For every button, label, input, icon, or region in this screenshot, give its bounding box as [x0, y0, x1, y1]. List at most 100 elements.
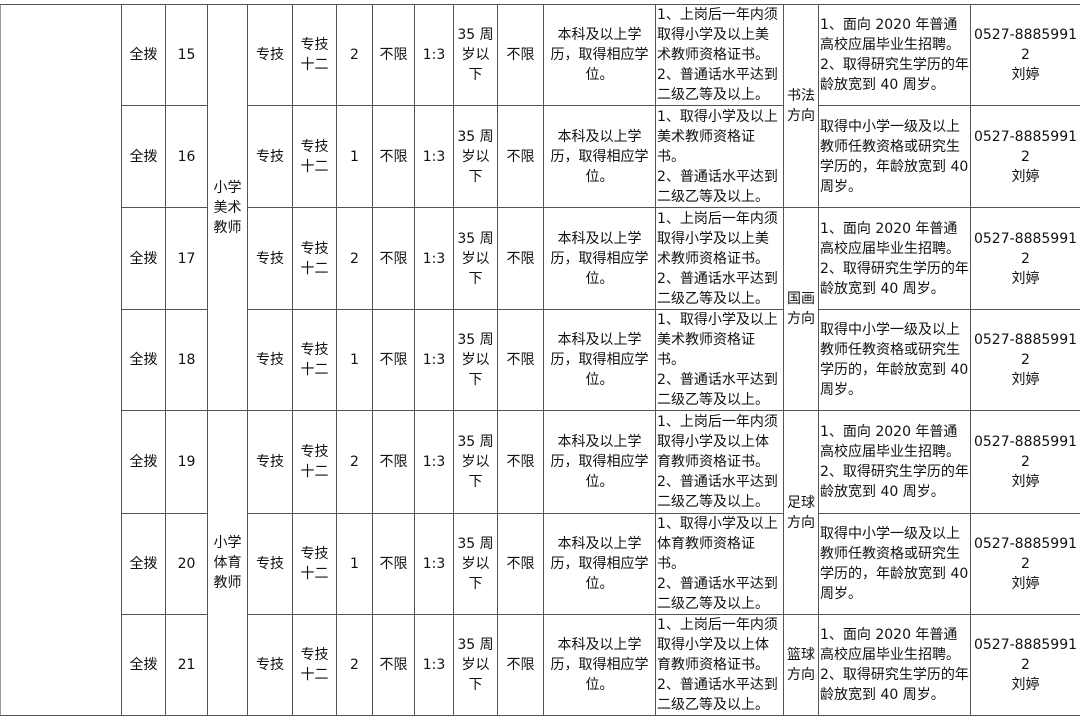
- age-cell: 35 周 岁以 下: [453, 4, 498, 106]
- table-row: 全拨 15 小学 美术 教师 专技 专技 十二 2 不限 1:3 35 周 岁以 下不限 本科及以…: [0, 4, 1080, 716]
- other-requirement-cell: 不限: [497, 4, 544, 106]
- table-row: 全拨 18 专技 专技 十二 1 不限 1:3 35 周 岁以 下不限 本科及以上学历，取得相应…: [1, 309, 1080, 411]
- conditions-cell: 1、上岗后一年内须取得小学及以上美术教师资格证书。 2、普通话水平达到二级乙等及…: [655, 207, 784, 310]
- age-cell: 35 周 岁以 下: [453, 410, 498, 514]
- blank-unit-cell: [0, 4, 122, 716]
- position-name-cell: 小学 美术 教师: [207, 4, 248, 411]
- notes-cell: 取得中小学一级及以上教师任教资格或研究生学历的，年龄放宽到 40 周岁。: [818, 105, 971, 208]
- notes-cell: 取得中小学一级及以上教师任教资格或研究生学历的，年龄放宽到 40 周岁。: [818, 309, 971, 411]
- exam-ratio-cell: 1:3: [414, 513, 454, 615]
- position-number-cell: 17: [165, 207, 208, 310]
- direction-cell: 足球 方向: [783, 410, 819, 615]
- direction-cell: 篮球 方向: [783, 614, 819, 716]
- education-cell: 本科及以上学历，取得相应学位。: [543, 309, 656, 411]
- direction-cell: 国画 方向: [783, 207, 819, 411]
- major-cell: 不限: [372, 614, 415, 716]
- funding-type-cell: 全拨: [121, 105, 166, 208]
- other-requirement-cell: 不限: [497, 513, 544, 615]
- funding-type-cell: 全拨: [121, 309, 166, 411]
- position-grade-cell: 专技 十二: [292, 105, 337, 208]
- other-requirement-cell: 不限: [497, 410, 544, 514]
- hiring-count-cell: 2: [336, 207, 373, 310]
- position-category-cell: 专技: [247, 309, 293, 411]
- contact-cell: 0527-88859912 刘婷: [970, 309, 1080, 411]
- funding-type-cell: 全拨: [121, 4, 166, 106]
- position-name-cell: 小学 体育 教师: [207, 410, 248, 716]
- position-category-cell: 专技: [247, 513, 293, 615]
- major-cell: 不限: [372, 309, 415, 411]
- position-category-cell: 专技: [247, 4, 293, 106]
- position-grade-cell: 专技 十二: [292, 410, 337, 514]
- contact-cell: 0527-88859912 刘婷: [970, 410, 1080, 514]
- table-row: 全拨 19 小学 体育 教师 专技 专技 十二 2 不限 1:3 35 周 岁以 下不限 本科及以…: [1, 410, 1080, 716]
- other-requirement-cell: 不限: [497, 105, 544, 208]
- other-requirement-cell: 不限: [497, 614, 544, 716]
- position-grade-cell: 专技 十二: [292, 4, 337, 106]
- major-cell: 不限: [372, 410, 415, 514]
- conditions-cell: 1、上岗后一年内须取得小学及以上体育教师资格证书。 2、普通话水平达到二级乙等及…: [655, 410, 784, 514]
- other-requirement-cell: 不限: [497, 309, 544, 411]
- position-category-cell: 专技: [247, 105, 293, 208]
- direction-cell: 书法 方向: [783, 4, 819, 208]
- major-cell: 不限: [372, 105, 415, 208]
- table-row: 全拨 20 专技 专技 十二 1 不限 1:3 35 周 岁以 下不限 本科及以上学历，取得相应…: [1, 513, 1080, 615]
- position-category-cell: 专技: [247, 207, 293, 310]
- major-cell: 不限: [372, 207, 415, 310]
- education-cell: 本科及以上学历，取得相应学位。: [543, 105, 656, 208]
- major-cell: 不限: [372, 4, 415, 106]
- notes-cell: 1、面向 2020 年普通高校应届毕业生招聘。 2、取得研究生学历的年龄放宽到 …: [818, 614, 971, 716]
- hiring-count-cell: 1: [336, 309, 373, 411]
- conditions-cell: 1、取得小学及以上体育教师资格证书。 2、普通话水平达到二级乙等及以上。: [655, 513, 784, 615]
- notes-cell: 1、面向 2020 年普通高校应届毕业生招聘。 2、取得研究生学历的年龄放宽到 …: [818, 410, 971, 514]
- position-grade-cell: 专技 十二: [292, 614, 337, 716]
- contact-cell: 0527-88859912 刘婷: [970, 4, 1080, 106]
- hiring-count-cell: 2: [336, 614, 373, 716]
- hiring-count-cell: 2: [336, 410, 373, 514]
- age-cell: 35 周 岁以 下: [453, 513, 498, 615]
- notes-cell: 取得中小学一级及以上教师任教资格或研究生学历的，年龄放宽到 40 周岁。: [818, 513, 971, 615]
- hiring-count-cell: 1: [336, 105, 373, 208]
- position-number-cell: 19: [165, 410, 208, 514]
- position-number-cell: 16: [165, 105, 208, 208]
- position-number-cell: 20: [165, 513, 208, 615]
- hiring-count-cell: 1: [336, 513, 373, 615]
- conditions-cell: 1、上岗后一年内须取得小学及以上体育教师资格证书。 2、普通话水平达到二级乙等及…: [655, 614, 784, 716]
- position-grade-cell: 专技 十二: [292, 513, 337, 615]
- age-cell: 35 周 岁以 下: [453, 309, 498, 411]
- exam-ratio-cell: 1:3: [414, 410, 454, 514]
- position-grade-cell: 专技 十二: [292, 207, 337, 310]
- conditions-cell: 1、取得小学及以上美术教师资格证书。 2、普通话水平达到二级乙等及以上。: [655, 309, 784, 411]
- education-cell: 本科及以上学历，取得相应学位。: [543, 513, 656, 615]
- age-cell: 35 周 岁以 下: [453, 614, 498, 716]
- education-cell: 本科及以上学历，取得相应学位。: [543, 410, 656, 514]
- contact-cell: 0527-88859912 刘婷: [970, 513, 1080, 615]
- position-number-cell: 21: [165, 614, 208, 716]
- conditions-cell: 1、上岗后一年内须取得小学及以上美术教师资格证书。 2、普通话水平达到二级乙等及…: [655, 4, 784, 106]
- exam-ratio-cell: 1:3: [414, 4, 454, 106]
- recruitment-table: 全拨 15 小学 美术 教师 专技 专技 十二 2 不限 1:3 35 周 岁以 下不限 本科及以…: [0, 4, 1080, 716]
- contact-cell: 0527-88859912 刘婷: [970, 614, 1080, 716]
- funding-type-cell: 全拨: [121, 614, 166, 716]
- education-cell: 本科及以上学历，取得相应学位。: [543, 614, 656, 716]
- notes-cell: 1、面向 2020 年普通高校应届毕业生招聘。 2、取得研究生学历的年龄放宽到 …: [818, 207, 971, 310]
- hiring-count-cell: 2: [336, 4, 373, 106]
- major-cell: 不限: [372, 513, 415, 615]
- position-category-cell: 专技: [247, 410, 293, 514]
- education-cell: 本科及以上学历，取得相应学位。: [543, 4, 656, 106]
- education-cell: 本科及以上学历，取得相应学位。: [543, 207, 656, 310]
- exam-ratio-cell: 1:3: [414, 207, 454, 310]
- contact-cell: 0527-88859912 刘婷: [970, 105, 1080, 208]
- exam-ratio-cell: 1:3: [414, 105, 454, 208]
- position-number-cell: 18: [165, 309, 208, 411]
- table-row: 全拨 16 专技 专技 十二 1 不限 1:3 35 周 岁以 下不限 本科及以上学历，取得相应…: [1, 105, 1080, 208]
- notes-cell: 1、面向 2020 年普通高校应届毕业生招聘。 2、取得研究生学历的年龄放宽到 …: [818, 4, 971, 106]
- table-row: 全拨 21 专技 专技 十二 2 不限 1:3 35 周 岁以 下不限 本科及以上学历，取得相应…: [1, 614, 1080, 716]
- age-cell: 35 周 岁以 下: [453, 105, 498, 208]
- exam-ratio-cell: 1:3: [414, 614, 454, 716]
- contact-cell: 0527-88859912 刘婷: [970, 207, 1080, 310]
- funding-type-cell: 全拨: [121, 513, 166, 615]
- age-cell: 35 周 岁以 下: [453, 207, 498, 310]
- exam-ratio-cell: 1:3: [414, 309, 454, 411]
- table-row: 全拨 17 专技 专技 十二 2 不限 1:3 35 周 岁以 下不限 本科及以上学历，取得相应…: [1, 207, 1080, 411]
- position-number-cell: 15: [165, 4, 208, 106]
